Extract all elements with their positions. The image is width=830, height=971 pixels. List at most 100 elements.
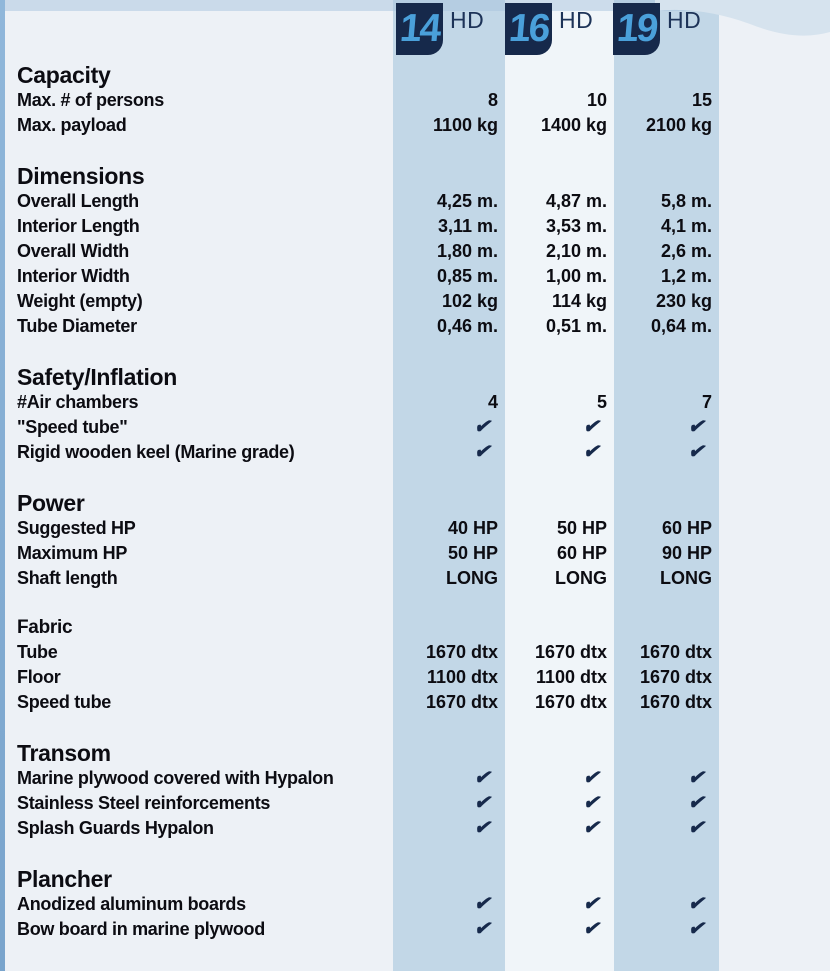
spec-label: Shaft length — [17, 568, 118, 588]
checkmark-icon: ✔ — [686, 917, 710, 941]
spec-value: LONG — [446, 568, 498, 588]
section-fabric: Fabric Tube 1670 dtx 1670 dtx 1670 dtx Floor 1… — [0, 616, 830, 715]
spec-value-check: ✔ — [393, 415, 505, 440]
spec-value-check: ✔ — [505, 440, 614, 465]
spec-value-check: ✔ — [393, 440, 505, 465]
checkmark-icon: ✔ — [686, 415, 710, 439]
spec-value: LONG — [555, 568, 607, 588]
model-number: 19 — [615, 6, 659, 50]
spec-row-max-payload: Max. payload 1100 kg 1400 kg 2100 kg — [0, 113, 830, 138]
spec-row-marine-plywood-covered-with-hypalon: Marine plywood covered with Hypalon ✔ ✔ ✔ — [0, 766, 830, 791]
spec-value: 114 kg — [551, 291, 607, 311]
spec-value: 1400 kg — [540, 115, 607, 135]
model-suffix: HD — [559, 7, 594, 33]
spec-value-check: ✔ — [614, 415, 719, 440]
model-suffix: HD — [667, 7, 702, 33]
spec-value: 3,11 m. — [437, 216, 498, 236]
spec-value: 0,85 m. — [436, 266, 498, 286]
spec-value: 15 — [691, 90, 712, 110]
spec-row-shaft-length: Shaft length LONG LONG LONG — [0, 566, 830, 591]
spec-value-check: ✔ — [614, 440, 719, 465]
checkmark-icon: ✔ — [472, 791, 496, 815]
section-plancher: Plancher Anodized aluminum boards ✔ ✔ ✔ Bow b… — [0, 866, 830, 942]
spec-row-speed-tube: "Speed tube" ✔ ✔ ✔ — [0, 415, 830, 440]
model-box-19: 19 — [613, 3, 660, 55]
section-capacity: Capacity Max. # of persons 8 10 15 Max. paylo… — [0, 62, 830, 138]
spec-value: 4,1 m. — [660, 216, 712, 236]
spec-value: 1670 dtx — [425, 642, 498, 662]
section-dimensions: Dimensions Overall Length 4,25 m. 4,87 m. 5,… — [0, 163, 830, 339]
spec-label: Interior Length — [17, 216, 140, 236]
spec-value: 90 HP — [661, 543, 712, 563]
spec-value: 1100 dtx — [535, 667, 607, 687]
section-title: Fabric — [17, 617, 73, 638]
spec-label: Overall Length — [17, 191, 139, 211]
spec-value: 1100 dtx — [426, 667, 498, 687]
spec-row-overall-length: Overall Length 4,25 m. 4,87 m. 5,8 m. — [0, 189, 830, 214]
model-box-16: 16 — [505, 3, 552, 55]
checkmark-icon: ✔ — [581, 415, 605, 439]
spec-value-check: ✔ — [393, 791, 505, 816]
spec-value-check: ✔ — [614, 791, 719, 816]
spec-value: 60 HP — [556, 543, 607, 563]
spec-value-check: ✔ — [505, 892, 614, 917]
column-band-14hd — [393, 0, 505, 971]
spec-value: 1670 dtx — [534, 692, 607, 712]
spec-value: 50 HP — [447, 543, 498, 563]
spec-label: Overall Width — [17, 241, 129, 261]
checkmark-icon: ✔ — [472, 917, 496, 941]
spec-value: 1670 dtx — [639, 692, 712, 712]
column-header-19hd: 19 HD — [613, 3, 701, 57]
section-safety-inflation: Safety/Inflation #Air chambers 4 5 7 "Speed t… — [0, 364, 830, 465]
spec-label: Interior Width — [17, 266, 130, 286]
checkmark-icon: ✔ — [472, 440, 496, 464]
checkmark-icon: ✔ — [472, 766, 496, 790]
spec-value: 5 — [596, 392, 607, 412]
checkmark-icon: ✔ — [581, 816, 605, 840]
model-number: 14 — [398, 6, 442, 50]
spec-value: 230 kg — [655, 291, 712, 311]
spec-row-overall-width: Overall Width 1,80 m. 2,10 m. 2,6 m. — [0, 239, 830, 264]
spec-row-air-chambers: #Air chambers 4 5 7 — [0, 390, 830, 415]
spec-value: 1670 dtx — [425, 692, 498, 712]
checkmark-icon: ✔ — [581, 791, 605, 815]
section-title: Plancher — [17, 866, 112, 892]
spec-value: 0,64 m. — [650, 316, 712, 336]
spec-value: 0,46 m. — [436, 316, 498, 336]
spec-value-check: ✔ — [505, 415, 614, 440]
checkmark-icon: ✔ — [581, 892, 605, 916]
spec-value-check: ✔ — [505, 791, 614, 816]
spec-value: 1670 dtx — [534, 642, 607, 662]
spec-value: 1670 dtx — [639, 642, 712, 662]
spec-label: Tube Diameter — [17, 316, 137, 336]
spec-label: Bow board in marine plywood — [17, 919, 265, 939]
spec-row-rigid-wooden-keel-marine-grade: Rigid wooden keel (Marine grade) ✔ ✔ ✔ — [0, 440, 830, 465]
section-title: Transom — [17, 740, 111, 766]
spec-label: Anodized aluminum boards — [17, 894, 246, 914]
checkmark-icon: ✔ — [472, 892, 496, 916]
spec-row-bow-board-in-marine-plywood: Bow board in marine plywood ✔ ✔ ✔ — [0, 917, 830, 942]
spec-row-maximum-hp: Maximum HP 50 HP 60 HP 90 HP — [0, 541, 830, 566]
spec-row-floor: Floor 1100 dtx 1100 dtx 1670 dtx — [0, 665, 830, 690]
spec-value: 4,25 m. — [436, 191, 498, 211]
spec-row-tube-diameter: Tube Diameter 0,46 m. 0,51 m. 0,64 m. — [0, 314, 830, 339]
spec-value: 1,80 m. — [436, 241, 498, 261]
spec-value-check: ✔ — [614, 917, 719, 942]
spec-value: 10 — [586, 90, 607, 110]
model-number: 16 — [507, 6, 551, 50]
spec-row-max-of-persons: Max. # of persons 8 10 15 — [0, 88, 830, 113]
spec-value-check: ✔ — [505, 766, 614, 791]
spec-row-stainless-steel-reinforcements: Stainless Steel reinforcements ✔ ✔ ✔ — [0, 791, 830, 816]
spec-row-interior-width: Interior Width 0,85 m. 1,00 m. 1,2 m. — [0, 264, 830, 289]
spec-row-interior-length: Interior Length 3,11 m. 3,53 m. 4,1 m. — [0, 214, 830, 239]
section-transom: Transom Marine plywood covered with Hypal… — [0, 740, 830, 841]
checkmark-icon: ✔ — [686, 440, 710, 464]
spec-value-check: ✔ — [393, 892, 505, 917]
section-power: Power Suggested HP 40 HP 50 HP 60 HP Maximum … — [0, 490, 830, 591]
spec-value-check: ✔ — [393, 816, 505, 841]
section-title: Power — [17, 490, 85, 516]
spec-value-check: ✔ — [614, 816, 719, 841]
section-title: Safety/Inflation — [17, 364, 178, 390]
spec-row-weight-empty: Weight (empty) 102 kg 114 kg 230 kg — [0, 289, 830, 314]
column-band-19hd — [614, 0, 719, 971]
